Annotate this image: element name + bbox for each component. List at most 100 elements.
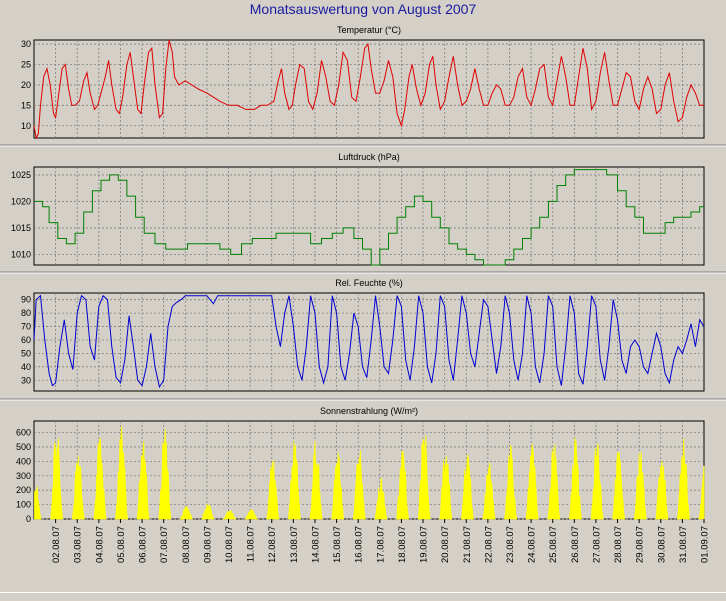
radiation-day-area (568, 437, 582, 520)
y-tick-label: 10 (21, 121, 31, 131)
x-axis: 02.08.07 03.08.07 04.08.07 05.08.07 06.08.07… (51, 519, 711, 563)
x-date-label: 26.08.07 (570, 526, 581, 563)
y-tick-label: 50 (21, 348, 31, 358)
pressure-series-line (34, 169, 704, 266)
y-tick-label: 500 (16, 442, 31, 452)
temperature-panel: Temperatur (°C) 10 15 20 25 30 (21, 25, 705, 140)
humidity-title: Rel. Feuchte (%) (335, 278, 403, 288)
page-title: Monatsauswertung von August 2007 (249, 1, 477, 17)
humidity-plot-area (33, 292, 705, 392)
temperature-title: Temperatur (°C) (337, 25, 401, 35)
radiation-day-area (547, 444, 561, 520)
x-date-label: 01.09.07 (700, 526, 711, 563)
pressure-panel: Luftdruck (hPa) 1010 1015 1020 1025 (11, 152, 705, 266)
pressure-title: Luftdruck (hPa) (338, 152, 400, 162)
y-tick-label: 15 (21, 100, 31, 110)
x-date-label: 29.08.07 (635, 526, 646, 563)
y-tick-label: 600 (16, 428, 31, 438)
y-tick-label: 100 (16, 500, 31, 510)
x-date-label: 19.08.07 (419, 526, 430, 563)
radiation-day-area (244, 509, 259, 520)
radiation-day-area (34, 486, 42, 520)
y-tick-label: 80 (21, 308, 31, 318)
x-date-label: 15.08.07 (332, 526, 343, 563)
radiation-day-area (655, 460, 669, 520)
pressure-plot-area (33, 166, 705, 266)
y-tick-label: 60 (21, 335, 31, 345)
y-tick-label: 200 (16, 485, 31, 495)
radiation-day-area (395, 450, 410, 520)
radiation-day-area (482, 462, 496, 520)
x-date-label: 30.08.07 (656, 526, 667, 563)
x-date-label: 18.08.07 (397, 526, 408, 563)
x-date-label: 03.08.07 (73, 526, 84, 563)
y-tick-label: 90 (21, 295, 31, 305)
radiation-day-area (50, 438, 64, 520)
y-tick-label: 70 (21, 322, 31, 332)
y-tick-label: 1025 (11, 170, 31, 180)
y-tick-label: 30 (21, 375, 31, 385)
y-tick-label: 1015 (11, 223, 31, 233)
radiation-day-area (287, 440, 301, 520)
radiation-day-area (504, 444, 518, 520)
x-date-label: 08.08.07 (181, 526, 192, 563)
x-date-label: 17.08.07 (375, 526, 386, 563)
radiation-day-area (93, 437, 107, 520)
humidity-panel: Rel. Feuchte (%) 30 40 50 60 70 80 90 (21, 278, 705, 392)
x-date-label: 09.08.07 (202, 526, 213, 563)
x-date-label: 27.08.07 (591, 526, 602, 563)
status-bar (0, 592, 726, 601)
radiation-day-area (158, 428, 172, 520)
radiation-title: Sonnenstrahlung (W/m²) (320, 406, 418, 416)
x-date-label: 20.08.07 (440, 526, 451, 563)
x-date-label: 05.08.07 (116, 526, 127, 563)
y-tick-label: 0 (26, 514, 31, 524)
radiation-day-area (71, 455, 85, 520)
radiation-day-area (331, 452, 345, 520)
radiation-day-area (352, 450, 366, 520)
x-date-label: 22.08.07 (483, 526, 494, 563)
radiation-day-area (115, 425, 129, 520)
radiation-day-area (525, 443, 539, 520)
radiation-day-area (698, 465, 705, 520)
x-date-label: 14.08.07 (310, 526, 321, 563)
x-date-label: 07.08.07 (159, 526, 170, 563)
radiation-day-area (439, 455, 453, 520)
y-tick-label: 1020 (11, 196, 31, 206)
x-date-label: 12.08.07 (267, 526, 278, 563)
radiation-day-area (676, 438, 690, 520)
y-tick-label: 30 (21, 39, 31, 49)
radiation-day-area (179, 505, 194, 520)
radiation-day-area (201, 503, 215, 520)
x-date-label: 21.08.07 (462, 526, 473, 563)
x-date-label: 11.08.07 (246, 526, 257, 562)
x-date-label: 04.08.07 (94, 526, 105, 563)
x-date-label: 16.08.07 (354, 526, 365, 563)
y-tick-label: 40 (21, 362, 31, 372)
radiation-day-area (136, 441, 150, 520)
x-date-label: 02.08.07 (51, 526, 62, 563)
x-date-label: 28.08.07 (613, 526, 624, 563)
x-date-label: 24.08.07 (527, 526, 538, 563)
y-tick-label: 1010 (11, 249, 31, 259)
x-date-label: 23.08.07 (505, 526, 516, 563)
x-date-label: 06.08.07 (138, 526, 149, 563)
x-date-label: 13.08.07 (289, 526, 300, 563)
radiation-day-area (374, 477, 388, 520)
x-date-label: 25.08.07 (548, 526, 559, 563)
y-tick-label: 300 (16, 471, 31, 481)
y-tick-label: 400 (16, 456, 31, 466)
radiation-day-area (266, 459, 280, 520)
y-tick-label: 25 (21, 60, 31, 70)
radiation-day-area (633, 451, 647, 520)
x-date-label: 31.08.07 (678, 526, 689, 563)
x-date-label: 10.08.07 (224, 526, 235, 563)
radiation-panel: Sonnenstrahlung (W/m²) 0 100 200 300 400 500 60… (16, 406, 705, 524)
radiation-day-area (590, 443, 604, 520)
radiation-day-area (460, 454, 474, 520)
radiation-day-area (222, 510, 237, 520)
temperature-plot-area (33, 39, 705, 139)
y-tick-label: 20 (21, 80, 31, 90)
radiation-day-area (612, 451, 626, 520)
